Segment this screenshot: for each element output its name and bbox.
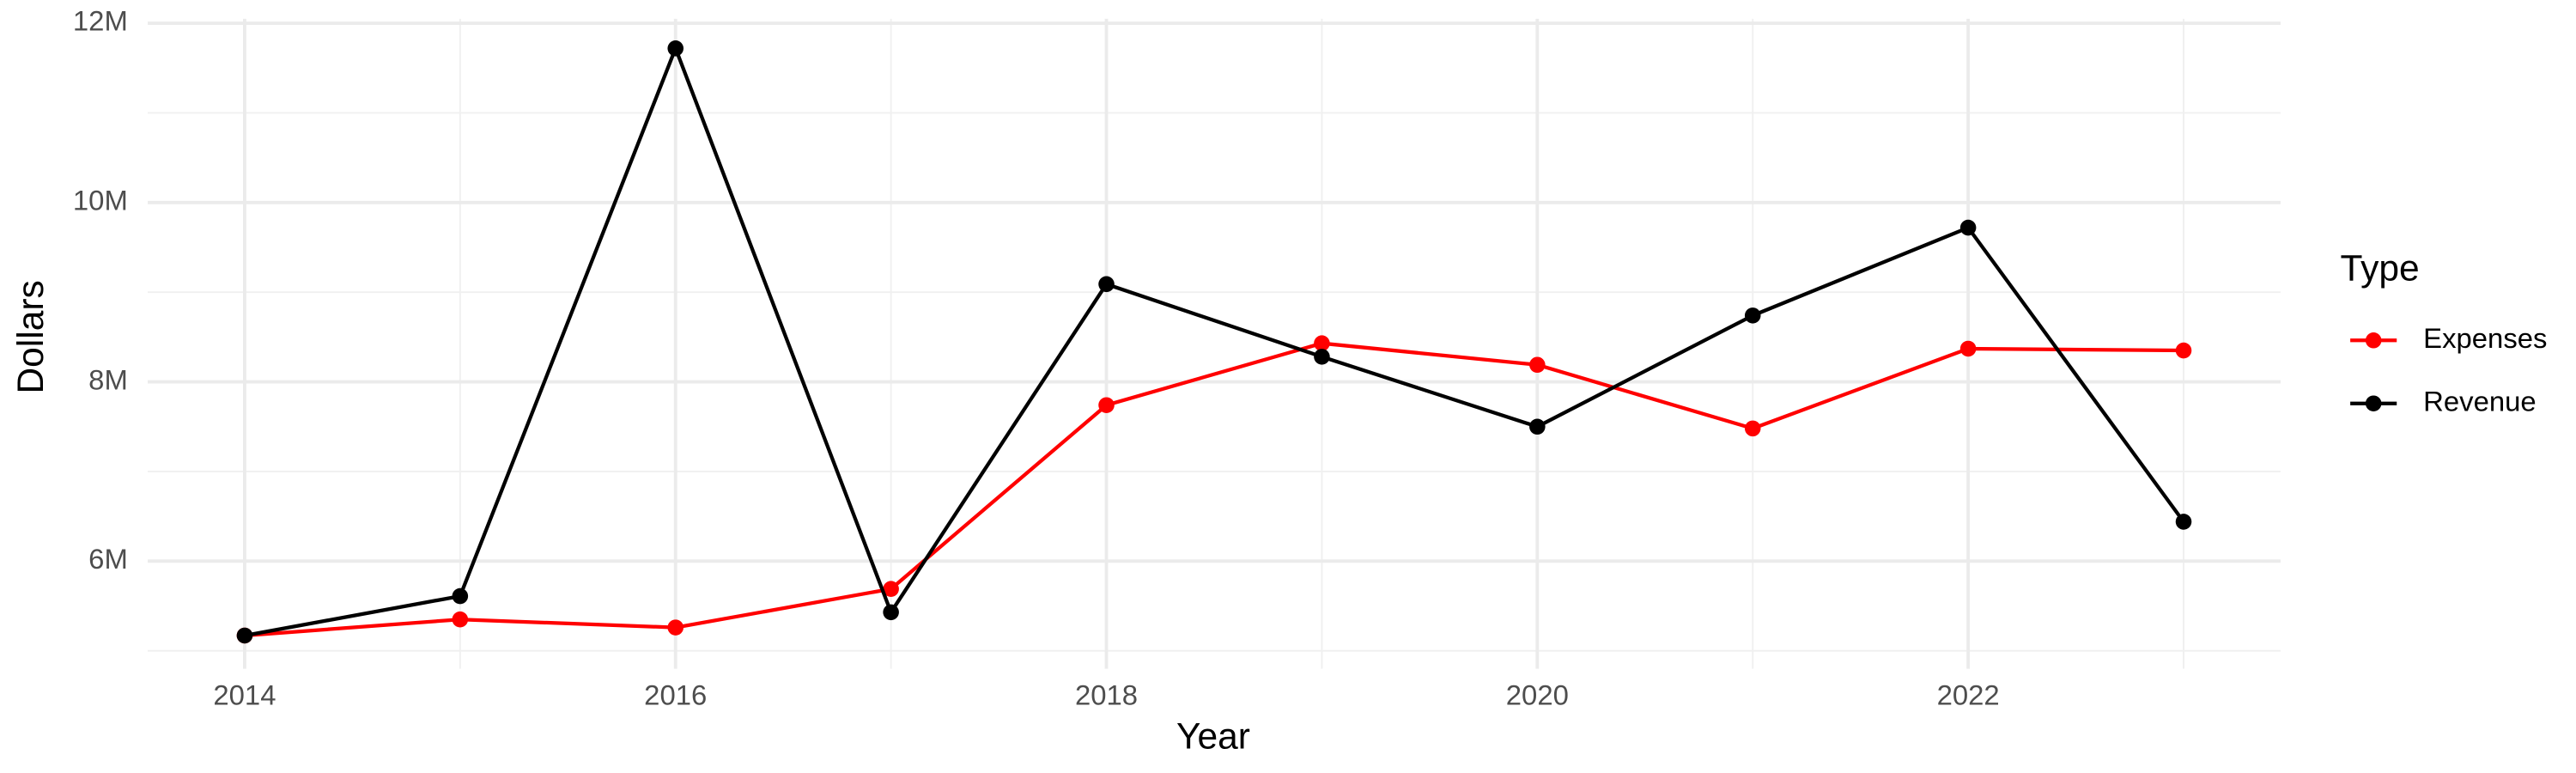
point xyxy=(883,581,899,597)
x-tick-label: 2016 xyxy=(644,679,707,711)
y-tick-label: 10M xyxy=(73,185,128,216)
point xyxy=(1529,356,1546,374)
point xyxy=(667,40,684,57)
legend-label: Expenses xyxy=(2423,322,2547,354)
series-line xyxy=(244,341,2184,638)
point xyxy=(1529,418,1546,435)
legend-key-point xyxy=(2365,332,2382,349)
point xyxy=(236,627,253,644)
point xyxy=(2175,514,2192,530)
x-tick-label: 2014 xyxy=(213,679,276,711)
point xyxy=(1959,340,1977,357)
x-tick-label: 2020 xyxy=(1506,679,1569,711)
legend-label: Revenue xyxy=(2423,385,2537,417)
y-tick-label: 12M xyxy=(73,5,128,37)
point xyxy=(2175,342,2192,359)
series-line xyxy=(244,43,2185,638)
point xyxy=(452,587,469,605)
y-axis-title: Dollars xyxy=(11,280,52,393)
point xyxy=(1098,397,1115,414)
point xyxy=(1098,276,1115,293)
legend-title: Type xyxy=(2341,248,2420,289)
x-tick-label: 2018 xyxy=(1075,679,1138,711)
point xyxy=(883,604,899,621)
point xyxy=(1314,335,1330,351)
point xyxy=(1744,307,1761,324)
point xyxy=(667,619,684,636)
legend-key-point xyxy=(2365,395,2382,411)
point xyxy=(1959,219,1977,236)
x-axis-title: Year xyxy=(1176,716,1250,757)
x-tick-label: 2022 xyxy=(1937,679,2000,711)
point xyxy=(1314,349,1330,365)
y-tick-label: 8M xyxy=(88,363,128,395)
point xyxy=(1744,420,1761,437)
y-tick-label: 6M xyxy=(88,543,128,575)
point xyxy=(452,611,469,628)
